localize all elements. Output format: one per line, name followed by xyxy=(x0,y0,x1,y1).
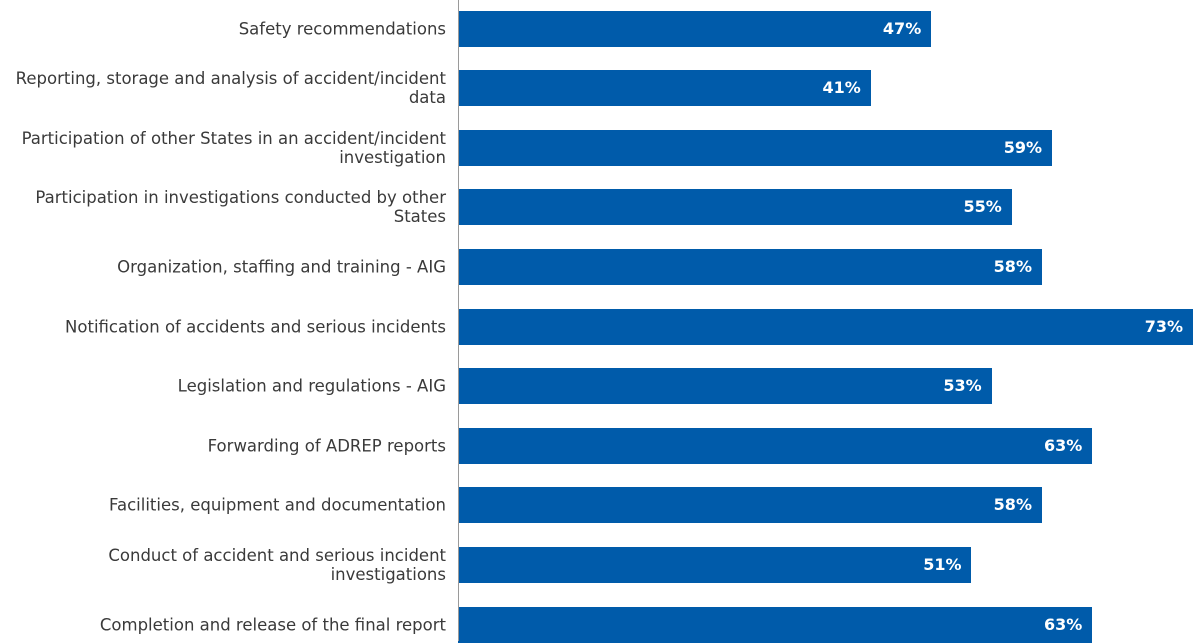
category-label: Safety recommendations xyxy=(238,19,446,38)
bar: 55% xyxy=(458,189,1012,226)
category-label: Forwarding of ADREP reports xyxy=(207,436,446,456)
category-label: Notification of accidents and serious in… xyxy=(65,317,446,336)
category-label: Completion and release of the final repo… xyxy=(99,615,446,634)
value-label: 59% xyxy=(1003,137,1043,157)
bar: 53% xyxy=(458,368,992,405)
value-label: 63% xyxy=(1044,614,1083,634)
category-label: Organization, staffing and training - AI… xyxy=(117,257,446,277)
bar: 58% xyxy=(458,487,1042,524)
value-label: 63% xyxy=(1044,435,1083,455)
category-label: Reporting, storage and analysis of accid… xyxy=(15,69,446,108)
axis-line xyxy=(458,0,459,641)
bar: 41% xyxy=(458,70,871,107)
bar: 59% xyxy=(458,129,1053,166)
bar: 51% xyxy=(458,546,972,583)
category-label: Legislation and regulations - AIG xyxy=(177,376,446,396)
category-label: Participation of other States in an acci… xyxy=(21,128,446,167)
bar: 58% xyxy=(458,248,1042,285)
value-label: 41% xyxy=(822,78,861,98)
value-label: 58% xyxy=(993,256,1032,276)
value-label: 73% xyxy=(1144,316,1183,336)
value-label: 47% xyxy=(882,18,922,38)
category-label: Facilities, equipment and documentation xyxy=(109,495,446,515)
bar: 47% xyxy=(458,10,932,47)
value-label: 58% xyxy=(993,495,1032,515)
category-label: Participation in investigations conducte… xyxy=(35,188,446,227)
bar: 63% xyxy=(458,427,1093,464)
value-label: 55% xyxy=(963,197,1002,217)
value-label: 51% xyxy=(923,554,962,574)
bar: 73% xyxy=(458,308,1193,345)
value-label: 53% xyxy=(943,376,982,396)
category-label: Conduct of accident and serious incident… xyxy=(108,545,446,584)
bar: 63% xyxy=(458,606,1093,643)
